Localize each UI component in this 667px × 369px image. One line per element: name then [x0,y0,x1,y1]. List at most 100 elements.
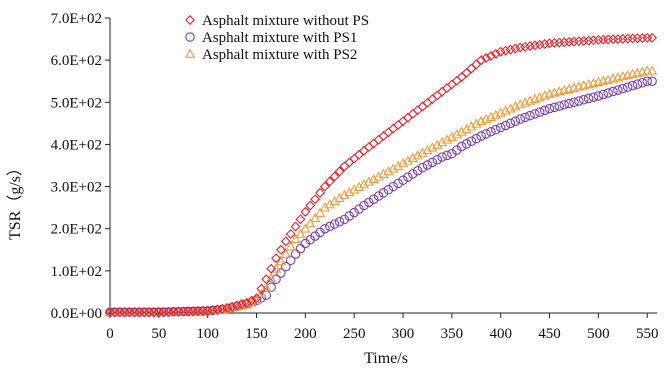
data-point [632,33,643,44]
data-point [373,171,384,181]
legend-marker [184,48,196,58]
data-point [646,65,658,75]
data-point [383,184,394,195]
data-point [486,127,496,137]
data-point [515,114,525,124]
data-point [134,306,145,317]
ticks: 0.0E+00 1.0E+02 2.0E+02 3.0E+02 4.0E+02 5.0E+… [51,11,659,342]
data-point [241,297,252,308]
legend-marker [185,15,195,25]
data-point [388,163,399,173]
x-tick-label: 150 [245,326,268,342]
data-point [153,307,164,318]
data-point [271,253,282,264]
data-point [632,79,643,89]
data-point [442,83,452,94]
data-point [471,133,482,144]
data-point [295,214,306,225]
data-point [412,166,423,176]
legend-label: Asphalt mixture without PS [202,13,369,29]
data-point [442,150,452,161]
data-point [334,166,345,177]
data-point [368,194,379,204]
data-point [353,181,365,192]
data-point [471,59,482,70]
data-point [495,122,506,133]
x-tick-label: 0 [106,326,114,342]
y-tick-label: 1.0E+02 [51,264,102,280]
data-point [349,153,360,164]
y-tick-label: 0.0E+00 [51,306,102,322]
data-point [427,94,438,105]
data-point [505,118,516,129]
data-point [319,181,330,192]
data-point [222,302,233,313]
data-point [320,223,330,234]
data-point [295,243,306,254]
data-point [637,33,648,43]
data-point [598,89,609,100]
data-point [554,37,565,48]
data-point [232,300,242,311]
data-point [407,108,418,119]
data-point [329,219,340,229]
data-point [568,36,579,47]
data-point [564,36,575,47]
data-point [285,241,296,251]
data-point [173,306,184,317]
data-point [505,44,516,55]
data-point [324,199,335,209]
data-point [593,34,604,45]
data-point [275,244,286,255]
data-point [217,303,228,314]
data-point [300,223,311,233]
data-point [344,157,355,168]
y-tick-label: 7.0E+02 [51,11,102,27]
data-point [109,306,121,317]
data-point [256,288,267,298]
legend-marker [185,32,195,42]
data-point [378,168,389,178]
x-tick-label: 550 [636,326,659,342]
y-tick-label: 5.0E+02 [51,95,102,111]
data-point [207,305,218,316]
data-point [309,212,321,223]
data-point [461,67,472,78]
data-point [647,76,657,86]
data-point [212,304,223,315]
data-point [593,91,604,101]
y-axis-title: TSR（g/s） [6,160,24,240]
data-point [583,35,594,46]
data-point [325,221,335,232]
data-point [451,75,462,86]
data-point [280,236,291,247]
data-point [275,256,287,266]
data-point [344,211,355,221]
data-point [270,263,282,273]
data-point [373,134,384,145]
data-point [412,105,423,116]
data-point [466,121,477,131]
data-point [354,204,364,214]
data-point [163,306,174,317]
data-point [481,129,491,139]
data-point [300,206,311,217]
data-point [642,65,653,75]
data-point [139,306,150,317]
data-point [319,202,331,212]
data-point [285,229,296,239]
y-tick-label: 4.0E+02 [51,137,102,153]
data-point [564,98,574,109]
data-point [339,214,350,225]
data-point [295,228,306,238]
data-point [466,63,477,74]
data-point [539,105,550,116]
data-point [324,176,335,187]
data-point [520,41,531,52]
data-point [192,306,203,317]
x-tick-label: 450 [538,326,561,342]
data-point [246,295,257,306]
data-point [578,95,589,105]
data-point [622,33,633,44]
